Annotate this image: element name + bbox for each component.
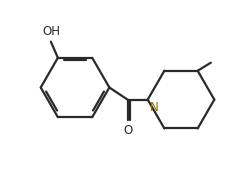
Text: O: O [123,124,132,137]
Text: N: N [150,101,159,114]
Text: OH: OH [43,25,61,38]
